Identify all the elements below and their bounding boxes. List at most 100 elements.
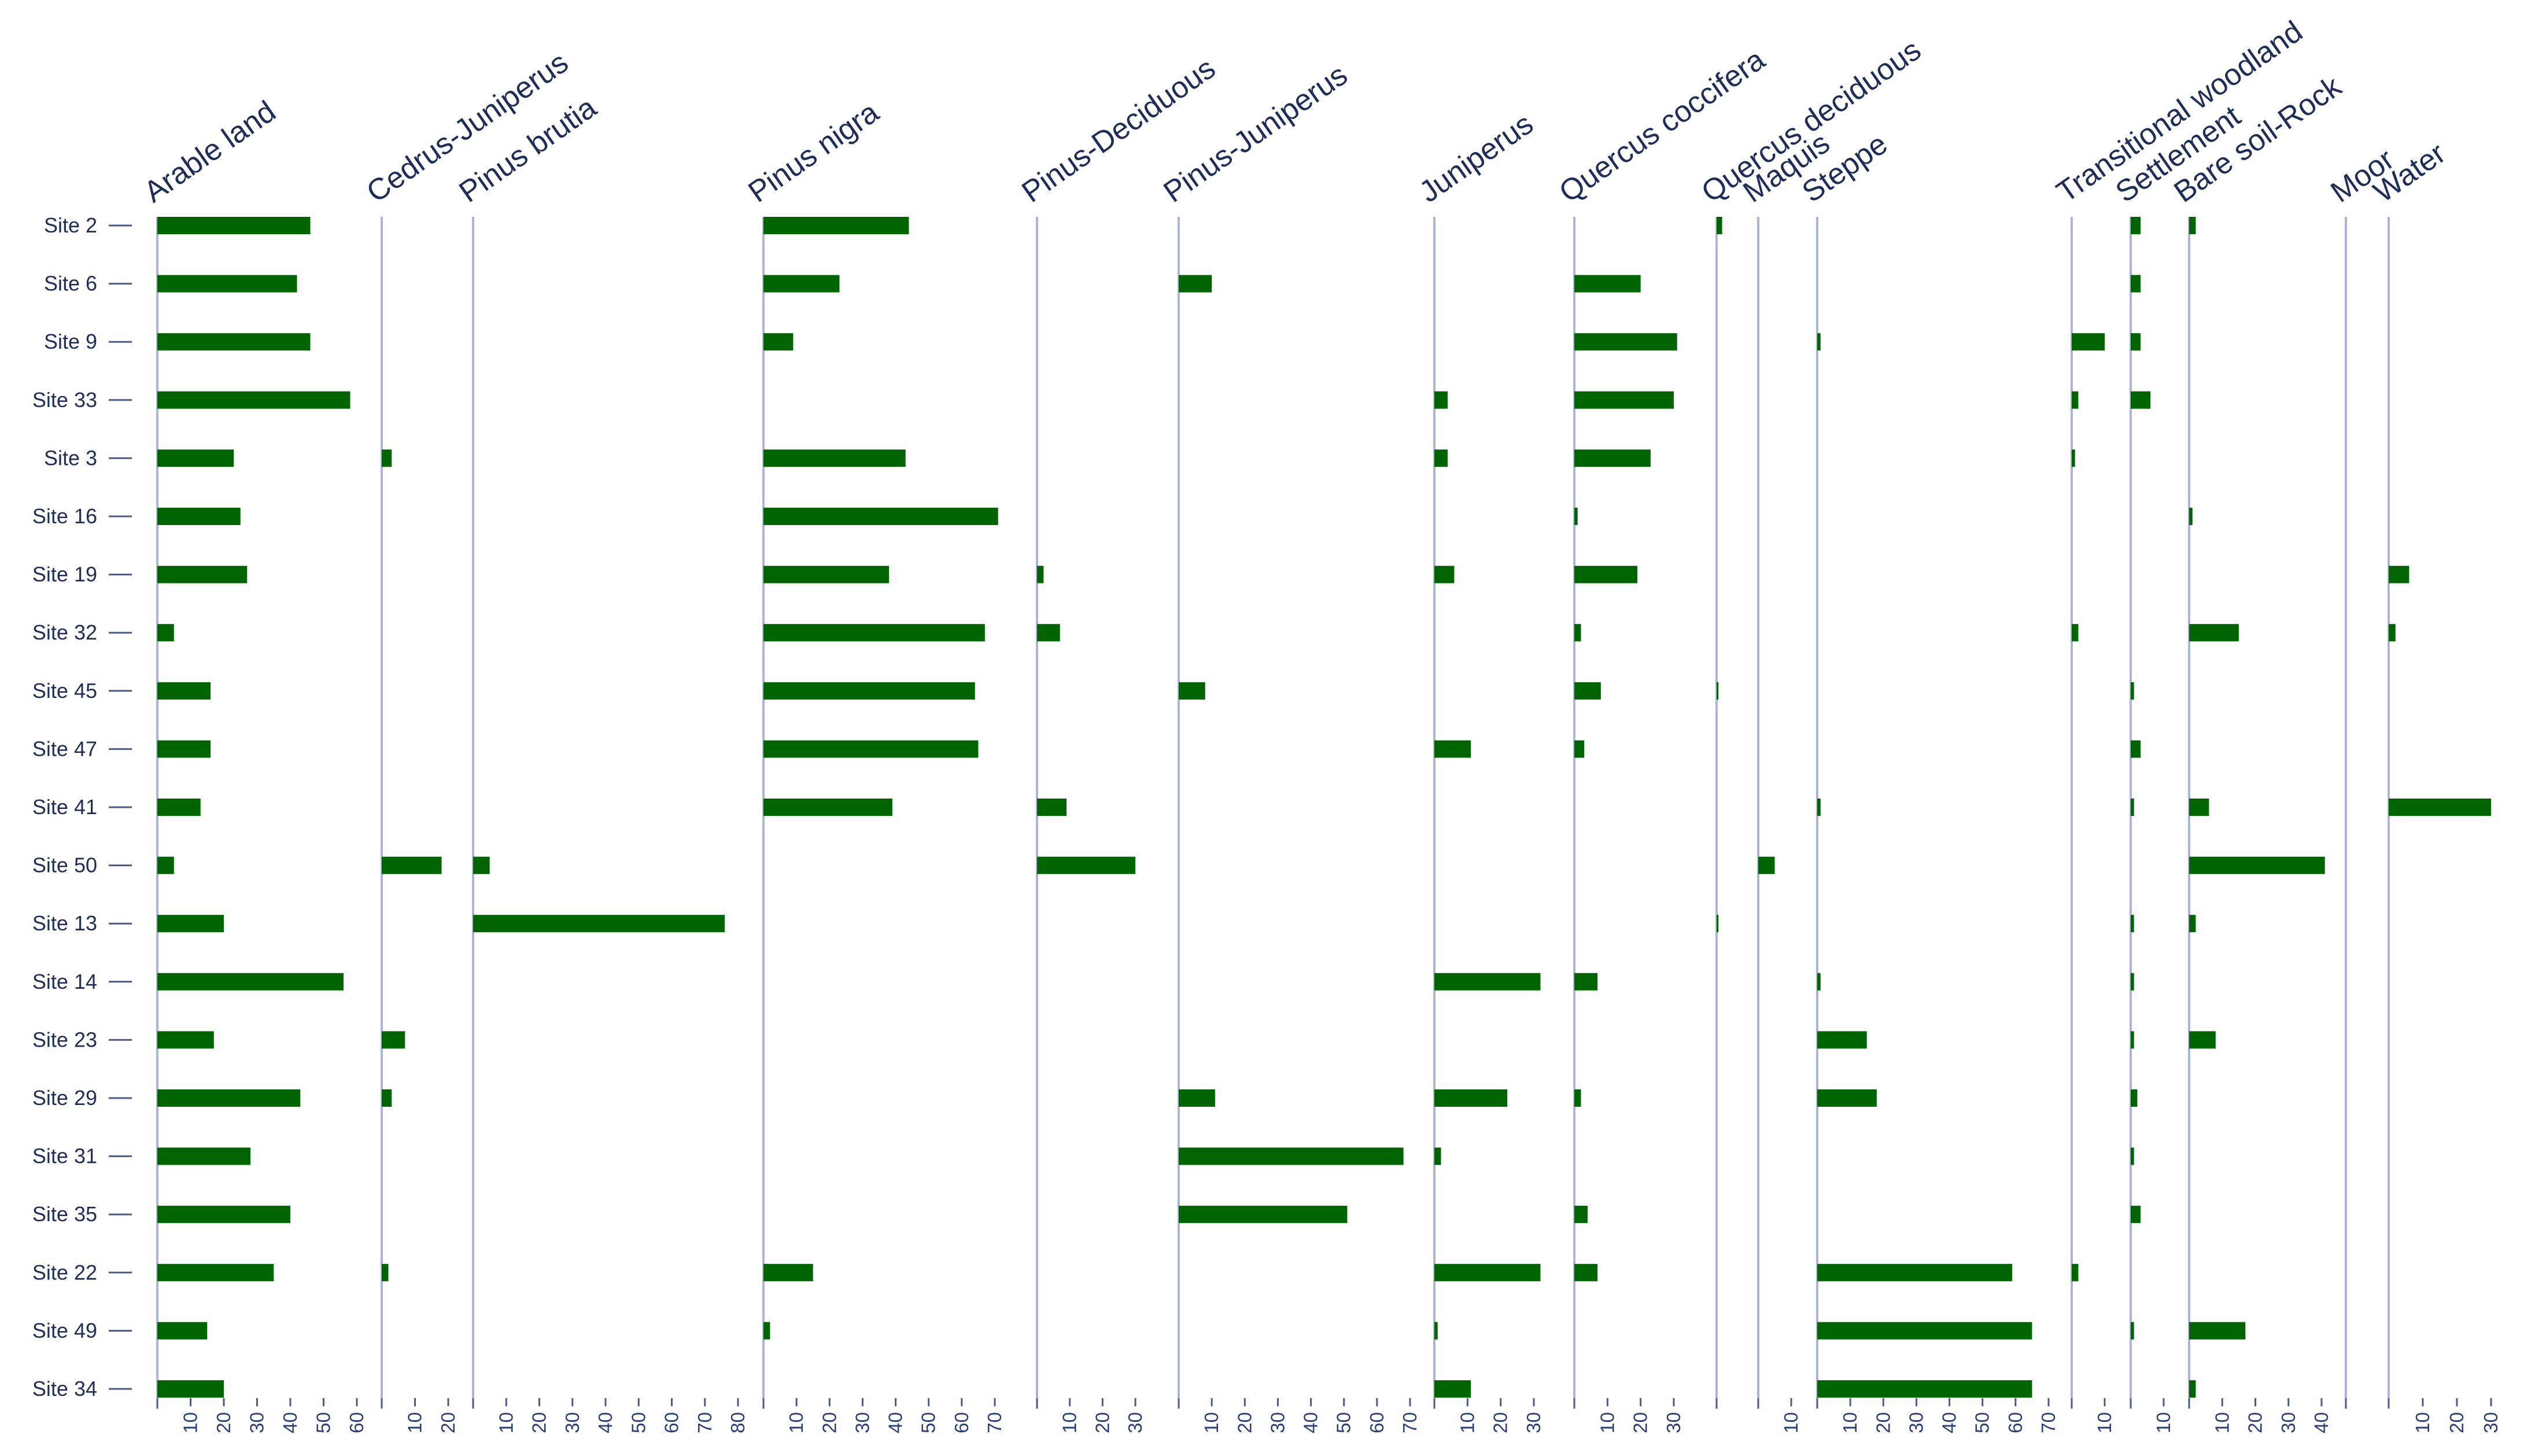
- bar: [2131, 333, 2141, 351]
- bar: [157, 391, 350, 409]
- column-title-pinus-nigra: Pinus nigra: [743, 95, 885, 209]
- site-label: Site 50: [32, 853, 97, 877]
- x-tick-label: 60: [2005, 1412, 2026, 1433]
- x-tick-label: 80: [727, 1412, 748, 1433]
- bar: [1574, 449, 1651, 467]
- x-tick-label: 10: [1059, 1412, 1080, 1433]
- bar: [763, 508, 998, 525]
- x-tick-label: 60: [1366, 1412, 1388, 1433]
- bar: [1179, 1206, 1348, 1224]
- bar: [2189, 217, 2196, 234]
- panel-cedrus-juniperus: 10 20: [381, 217, 459, 1433]
- bar: [2189, 1322, 2246, 1340]
- panel-pinus-brutia: 10 20 30 40 50 60 70 80: [472, 217, 748, 1433]
- panel-juniperus: 10 20 30: [1433, 217, 1544, 1433]
- x-tick-label: 70: [1399, 1412, 1420, 1433]
- site-label: Site 23: [32, 1028, 97, 1051]
- bar: [2189, 508, 2193, 525]
- site-label: Site 22: [32, 1261, 97, 1284]
- x-tick-label: 10: [1456, 1412, 1478, 1433]
- panel-pinus-deciduous: 10 20 30: [1036, 217, 1146, 1433]
- x-tick-label: 10: [180, 1412, 201, 1433]
- bar: [2131, 1206, 2141, 1224]
- x-tick-label: 30: [1124, 1412, 1146, 1433]
- bar: [1574, 1089, 1581, 1107]
- bar: [157, 1206, 290, 1224]
- x-tick-label: 50: [1972, 1412, 1993, 1433]
- bar: [1574, 566, 1637, 583]
- x-tick-label: 60: [346, 1412, 367, 1433]
- x-tick-label: 70: [2038, 1412, 2059, 1433]
- bar: [1817, 1263, 2013, 1281]
- bar: [2389, 566, 2409, 583]
- site-label: Site 47: [32, 737, 97, 760]
- site-label: Site 32: [32, 620, 97, 644]
- x-tick-label: 20: [529, 1412, 550, 1433]
- bar: [2189, 1031, 2216, 1049]
- column-title-juniperus: Juniperus: [1414, 107, 1540, 209]
- site-label: Site 29: [32, 1086, 97, 1110]
- x-tick-label: 20: [2446, 1412, 2467, 1433]
- site-label: Site 31: [32, 1144, 97, 1168]
- x-tick-label: 50: [628, 1412, 649, 1433]
- bar: [1817, 1322, 2032, 1340]
- bar: [1574, 682, 1601, 700]
- bar: [157, 740, 211, 758]
- panel-quercus-coccifera: 10 20 30: [1573, 217, 1684, 1433]
- panel-arable-land: 10 20 30 40 50 60: [156, 217, 367, 1433]
- panel-pinus-juniperus: 10 20 30 40 50 60 70: [1178, 217, 1420, 1433]
- panel-maquis: 10: [1757, 217, 1802, 1433]
- bar: [763, 566, 890, 583]
- x-tick-label: 20: [1490, 1412, 1511, 1433]
- x-tick-label: 50: [918, 1412, 939, 1433]
- bar: [2131, 1031, 2134, 1049]
- bar: [157, 449, 234, 467]
- bar: [1179, 682, 1205, 700]
- bar: [1817, 333, 1821, 351]
- bar: [1574, 391, 1674, 409]
- bar: [1817, 1031, 1867, 1049]
- x-tick-label: 60: [661, 1412, 682, 1433]
- x-tick-label: 20: [2245, 1412, 2266, 1433]
- x-tick-label: 10: [1780, 1412, 1802, 1433]
- site-label: Site 45: [32, 679, 97, 703]
- x-tick-label: 10: [2153, 1412, 2174, 1433]
- site-label: Site 35: [32, 1202, 97, 1226]
- bar: [1434, 1089, 1508, 1107]
- site-label: Site 16: [32, 504, 97, 528]
- panel-steppe: 10 20 30 40 50 60 70: [1816, 217, 2059, 1433]
- bar: [1574, 275, 1641, 293]
- x-tick-label: 50: [313, 1412, 334, 1433]
- x-tick-label: 10: [404, 1412, 426, 1433]
- bar: [763, 682, 975, 700]
- bar: [763, 799, 892, 816]
- site-label: Site 13: [32, 911, 97, 935]
- bar: [1179, 1089, 1215, 1107]
- bar: [1037, 566, 1044, 583]
- x-tick-label: 10: [1839, 1412, 1861, 1433]
- bar: [382, 1263, 389, 1281]
- bar: [2072, 1263, 2079, 1281]
- bar: [1817, 973, 1821, 991]
- site-label: Site 9: [44, 330, 97, 353]
- panel-quercus-deciduous: [1715, 217, 1722, 1409]
- site-label: Site 19: [32, 563, 97, 586]
- bar: [157, 1322, 208, 1340]
- bar: [1717, 682, 1719, 700]
- bar: [1717, 915, 1719, 933]
- bar: [382, 1031, 405, 1049]
- bar: [1037, 856, 1135, 874]
- bar: [473, 915, 725, 933]
- column-titles: Arable land Cedrus-Juniperus Pinus bruti…: [138, 14, 2452, 209]
- bar: [1574, 1206, 1588, 1224]
- bar: [763, 333, 794, 351]
- bar: [1817, 1380, 2032, 1398]
- x-tick-label: 60: [951, 1412, 972, 1433]
- x-tick-label: 10: [2211, 1412, 2233, 1433]
- bar: [2072, 333, 2105, 351]
- x-tick-label: 70: [984, 1412, 1005, 1433]
- bar: [2131, 217, 2141, 234]
- x-tick-label: 10: [2412, 1412, 2433, 1433]
- x-tick-label: 30: [246, 1412, 268, 1433]
- bar: [157, 275, 297, 293]
